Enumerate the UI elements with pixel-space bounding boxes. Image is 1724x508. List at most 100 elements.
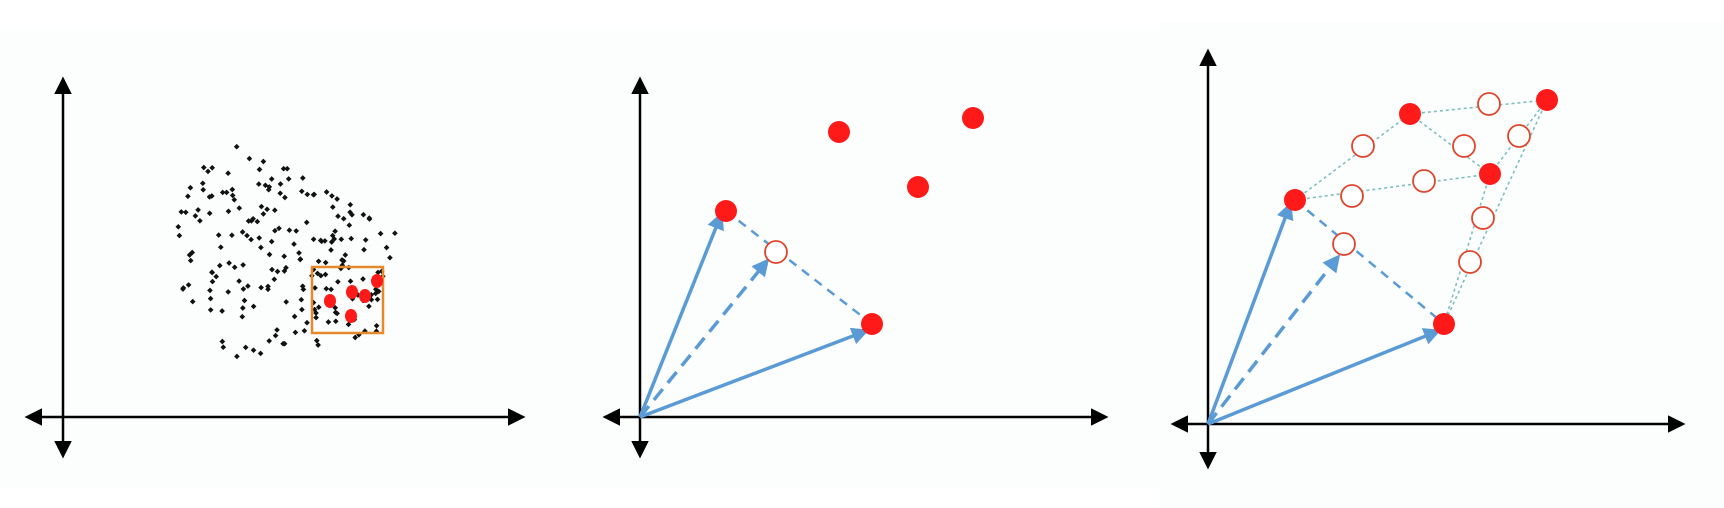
scatter-point bbox=[283, 299, 290, 305]
scatter-point bbox=[303, 219, 310, 226]
scatter-point bbox=[266, 338, 273, 344]
scatter-point bbox=[317, 237, 324, 244]
scatter-point bbox=[318, 272, 324, 279]
scatter-point bbox=[322, 271, 329, 278]
scatter-point bbox=[372, 290, 379, 297]
scatter-point bbox=[240, 262, 246, 268]
vector-arrow bbox=[1207, 328, 1442, 426]
scatter-point bbox=[312, 285, 318, 291]
scatter-point bbox=[332, 318, 339, 325]
scatter-point bbox=[335, 213, 341, 220]
data-point bbox=[1399, 103, 1421, 125]
scatter-point bbox=[225, 208, 232, 215]
scatter-point bbox=[366, 303, 372, 310]
data-point bbox=[907, 176, 929, 198]
panel-background-right bbox=[1160, 22, 1724, 508]
scatter-point bbox=[274, 268, 281, 275]
scatter-point bbox=[291, 241, 297, 247]
scatter-point bbox=[242, 344, 249, 351]
scatter-point bbox=[229, 186, 236, 193]
panel-vectors bbox=[602, 76, 1109, 459]
scatter-point bbox=[374, 296, 381, 303]
scatter-point bbox=[205, 168, 211, 175]
scatter-point bbox=[335, 278, 341, 285]
vector-arrow bbox=[639, 327, 870, 419]
scatter-point bbox=[332, 309, 339, 316]
scatter-point bbox=[187, 184, 194, 191]
scatter-point bbox=[272, 227, 278, 234]
scatter-point bbox=[301, 327, 308, 334]
scatter-point bbox=[239, 229, 246, 235]
panel-background-left bbox=[0, 28, 1160, 488]
scatter-point bbox=[268, 238, 275, 245]
scatter-point bbox=[315, 304, 322, 311]
scatter-point bbox=[297, 256, 304, 262]
data-point bbox=[1284, 189, 1306, 211]
scatter-point bbox=[182, 209, 189, 216]
scatter-point bbox=[311, 191, 318, 198]
scatter-point bbox=[187, 257, 194, 264]
scatter-point bbox=[314, 270, 321, 277]
scatter-point bbox=[293, 228, 300, 234]
scatter-point bbox=[266, 251, 273, 258]
scatter-point bbox=[375, 269, 381, 276]
scatter-point bbox=[298, 188, 305, 195]
scatter-point bbox=[272, 332, 279, 339]
scatter-point bbox=[255, 181, 262, 187]
scatter-point bbox=[277, 190, 284, 197]
scatter-point bbox=[342, 252, 349, 258]
scatter-point bbox=[313, 337, 320, 344]
scatter-point bbox=[329, 204, 336, 210]
scatter-point bbox=[282, 194, 288, 201]
scatter-point bbox=[199, 180, 206, 187]
scatter-point bbox=[246, 155, 253, 162]
scatter-point bbox=[233, 143, 240, 150]
scatter-point bbox=[315, 342, 321, 348]
scatter-point bbox=[195, 207, 201, 213]
scatter-point bbox=[207, 287, 213, 294]
scatter-point bbox=[250, 347, 257, 354]
highlight-point bbox=[346, 285, 358, 299]
interpolated-points bbox=[1332, 92, 1531, 274]
scatter-point bbox=[260, 211, 267, 217]
scatter-point bbox=[258, 244, 264, 251]
scatter-point bbox=[241, 297, 248, 304]
scatter-point bbox=[340, 258, 347, 264]
scatter-point bbox=[234, 353, 240, 360]
scatter-point bbox=[366, 216, 373, 222]
scatter-point bbox=[175, 223, 182, 230]
scatter-point bbox=[328, 286, 334, 293]
scatter-point bbox=[206, 194, 213, 200]
scatter-point bbox=[245, 283, 251, 289]
scatter-point bbox=[206, 210, 213, 217]
scatter-point bbox=[265, 283, 271, 290]
scatter-point bbox=[245, 218, 252, 224]
scatter-point bbox=[219, 308, 225, 314]
scatter-point bbox=[209, 269, 215, 276]
scatter-point bbox=[296, 250, 302, 256]
data-point bbox=[1536, 89, 1558, 111]
scatter-point bbox=[254, 218, 261, 225]
scatter-point bbox=[277, 181, 284, 187]
scatter-point bbox=[269, 266, 275, 273]
scatter-point bbox=[392, 230, 398, 237]
scatter-point bbox=[185, 282, 192, 288]
scatter-point bbox=[340, 215, 347, 222]
scatter-point bbox=[225, 289, 232, 295]
highlight-point bbox=[345, 309, 357, 323]
scatter-point bbox=[283, 264, 289, 271]
scatter-point bbox=[338, 236, 345, 243]
highlight-point bbox=[371, 274, 383, 288]
scatter-point bbox=[258, 203, 265, 210]
scatter-point bbox=[236, 205, 243, 211]
scatter-point bbox=[347, 278, 354, 285]
scatter-point bbox=[256, 166, 263, 173]
scatter-point bbox=[207, 307, 214, 313]
scatter-point bbox=[298, 296, 305, 303]
scatter-point bbox=[334, 196, 340, 202]
scatter-point bbox=[299, 283, 306, 290]
scatter-point bbox=[248, 236, 254, 243]
scatter-point bbox=[274, 327, 280, 333]
interpolated-vector-arrow bbox=[1206, 254, 1341, 426]
